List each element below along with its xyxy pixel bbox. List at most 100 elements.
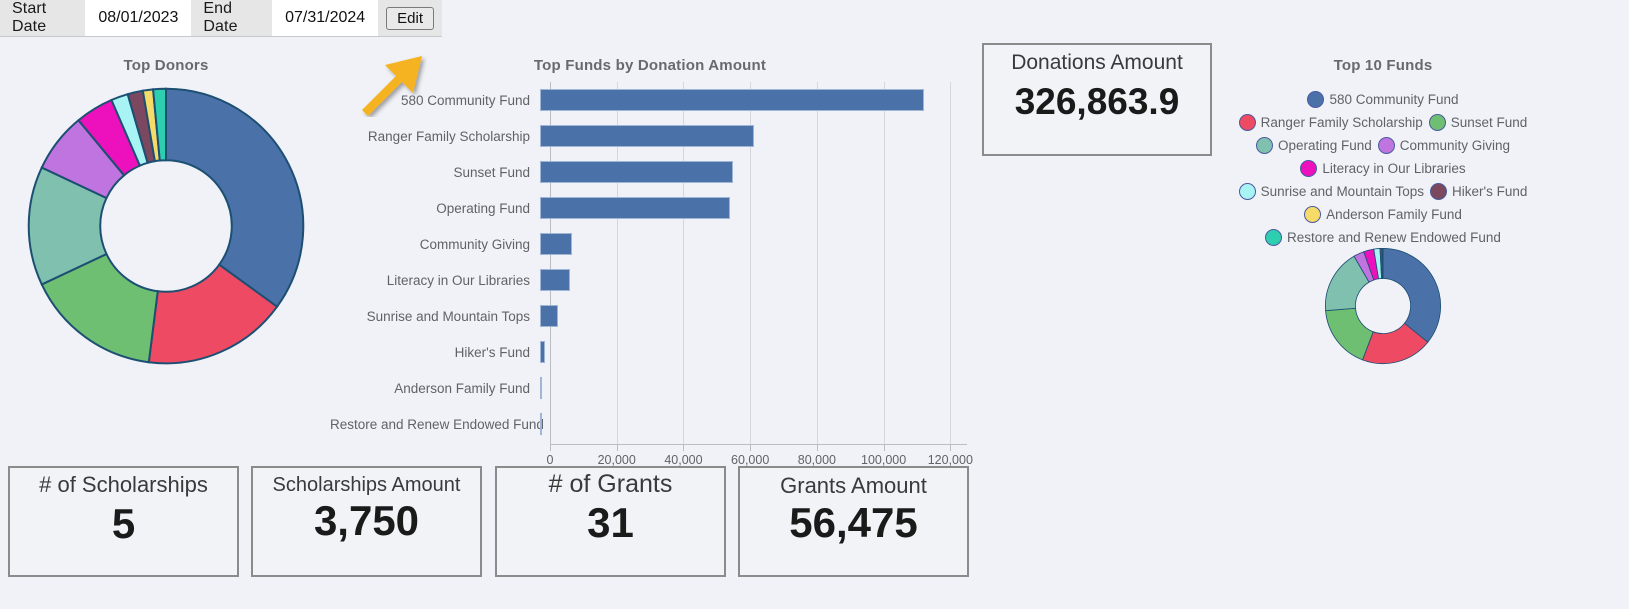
end-date-label: End Date	[191, 0, 273, 36]
gridline	[950, 82, 952, 444]
x-axis-tick-label: 120,000	[927, 453, 973, 467]
legend-item[interactable]: Literacy in Our Libraries	[1300, 160, 1466, 177]
legend-item[interactable]: Restore and Renew Endowed Fund	[1265, 229, 1501, 246]
x-axis-tick-label: 40,000	[664, 453, 703, 467]
grants-amount-title: Grants Amount	[780, 473, 927, 498]
scholarships-count-title: # of Scholarships	[39, 472, 208, 497]
donut-slice[interactable]	[1382, 247, 1441, 343]
donut-slice[interactable]	[40, 252, 159, 364]
bar-chart-row[interactable]: Sunrise and Mountain Tops	[330, 298, 970, 334]
gridline	[816, 82, 818, 444]
legend-color-swatch-icon	[1265, 229, 1283, 246]
donut-slice[interactable]	[147, 263, 279, 365]
bar-track	[540, 82, 970, 118]
bar-chart-row[interactable]: Literacy in Our Libraries	[330, 262, 970, 298]
start-date-label: Start Date	[0, 0, 86, 36]
legend-color-swatch-icon	[1238, 183, 1256, 200]
bar-track	[540, 118, 970, 154]
x-axis-tick-label: 20,000	[597, 453, 636, 467]
bar-chart-row[interactable]: Anderson Family Fund	[330, 370, 970, 406]
legend-item[interactable]: Ranger Family Scholarship	[1238, 114, 1423, 131]
legend-item[interactable]: Sunset Fund	[1428, 114, 1528, 131]
bar-chart-row[interactable]: Ranger Family Scholarship	[330, 118, 970, 154]
donut-slice[interactable]	[164, 87, 305, 309]
start-date-input[interactable]	[85, 0, 192, 36]
bar-chart-row[interactable]: Community Giving	[330, 226, 970, 262]
bar-chart-row[interactable]: 580 Community Fund	[330, 82, 970, 118]
bar-fill[interactable]	[540, 233, 572, 255]
x-axis-tick	[616, 445, 618, 451]
legend-item[interactable]: Community Giving	[1377, 137, 1511, 154]
legend-row: Operating Fund Community Giving	[1218, 134, 1548, 157]
bar-category-label: Hiker's Fund	[454, 344, 530, 360]
x-axis-tick-label: 100,000	[861, 453, 907, 467]
bar-category-label: Operating Fund	[436, 200, 530, 216]
legend-item-label: Restore and Renew Endowed Fund	[1287, 230, 1501, 245]
donations-amount-card: Donations Amount 326,863.9	[982, 43, 1212, 156]
scholarships-count-card: # of Scholarships 5	[8, 466, 239, 577]
scholarships-count-value: 5	[111, 500, 136, 547]
top-funds-bar-title: Top Funds by Donation Amount	[533, 57, 767, 74]
bar-fill[interactable]	[540, 89, 924, 111]
scholarships-amount-value: 3,750	[313, 497, 420, 544]
legend-item-label: Sunrise and Mountain Tops	[1260, 184, 1424, 199]
legend-color-swatch-icon	[1304, 206, 1322, 223]
bar-chart-row[interactable]: Sunset Fund	[330, 154, 970, 190]
x-axis-tick-label: 80,000	[797, 453, 836, 467]
bar-fill[interactable]	[540, 197, 731, 219]
bar-chart-row[interactable]: Operating Fund	[330, 190, 970, 226]
bar-fill[interactable]	[540, 413, 542, 435]
bar-fill[interactable]	[540, 341, 545, 363]
donut-slice[interactable]	[151, 87, 168, 162]
legend-item-label: 580 Community Fund	[1329, 92, 1459, 107]
bar-chart-y-axis	[550, 82, 551, 444]
x-axis-tick	[550, 445, 551, 451]
bar-fill[interactable]	[540, 269, 571, 291]
legend-item-label: Ranger Family Scholarship	[1260, 115, 1423, 130]
legend-item-label: Literacy in Our Libraries	[1322, 161, 1466, 176]
bar-fill[interactable]	[540, 305, 559, 327]
legend-item[interactable]: 580 Community Fund	[1307, 91, 1459, 108]
top-donors-donut-svg	[27, 87, 305, 365]
legend-color-swatch-icon	[1377, 137, 1395, 154]
legend-row: Anderson Family Fund	[1218, 203, 1548, 226]
legend-color-swatch-icon	[1300, 160, 1318, 177]
bar-category-label: Community Giving	[419, 236, 530, 252]
bar-category-label: Literacy in Our Libraries	[386, 272, 530, 288]
x-axis-tick	[816, 445, 818, 451]
legend-color-swatch-icon	[1255, 137, 1273, 154]
legend-item[interactable]: Sunrise and Mountain Tops	[1238, 183, 1424, 200]
bar-fill[interactable]	[540, 161, 734, 183]
legend-item-label: Community Giving	[1399, 138, 1511, 153]
bar-fill[interactable]	[540, 125, 754, 147]
bar-category-label: Restore and Renew Endowed Fund	[330, 416, 544, 432]
legend-item[interactable]: Hiker's Fund	[1430, 183, 1527, 200]
bar-category-label: Sunrise and Mountain Tops	[366, 308, 530, 324]
gridline	[883, 82, 885, 444]
donations-amount-title: Donations Amount	[1011, 51, 1183, 74]
bar-track	[540, 334, 970, 370]
bar-category-label: Sunset Fund	[453, 164, 530, 180]
legend-item[interactable]: Anderson Family Fund	[1304, 206, 1462, 223]
top-10-funds-donut-chart	[1323, 246, 1443, 366]
end-date-input[interactable]	[272, 0, 379, 36]
gridline	[616, 82, 618, 444]
top-funds-by-donation-amount-chart: 580 Community Fund Ranger Family Scholars…	[330, 82, 973, 467]
bar-track	[540, 406, 970, 442]
legend-item[interactable]: Operating Fund	[1255, 137, 1372, 154]
bar-chart-row[interactable]: Hiker's Fund	[330, 334, 970, 370]
grants-count-card: # of Grants 31	[495, 466, 726, 577]
legend-color-swatch-icon	[1428, 114, 1446, 131]
bar-chart-gridlines	[550, 82, 967, 444]
legend-item-label: Hiker's Fund	[1452, 184, 1528, 199]
top-donors-donut-chart	[23, 83, 309, 369]
bar-track	[540, 370, 970, 406]
scholarships-amount-title: Scholarships Amount	[272, 474, 461, 496]
edit-button[interactable]: Edit	[386, 6, 434, 30]
legend-color-swatch-icon	[1307, 91, 1325, 108]
grants-count-title: # of Grants	[548, 470, 673, 498]
legend-item-label: Sunset Fund	[1450, 115, 1528, 130]
bar-chart-row[interactable]: Restore and Renew Endowed Fund	[330, 406, 970, 442]
bar-fill[interactable]	[540, 377, 542, 399]
legend-row: 580 Community Fund	[1218, 88, 1548, 111]
